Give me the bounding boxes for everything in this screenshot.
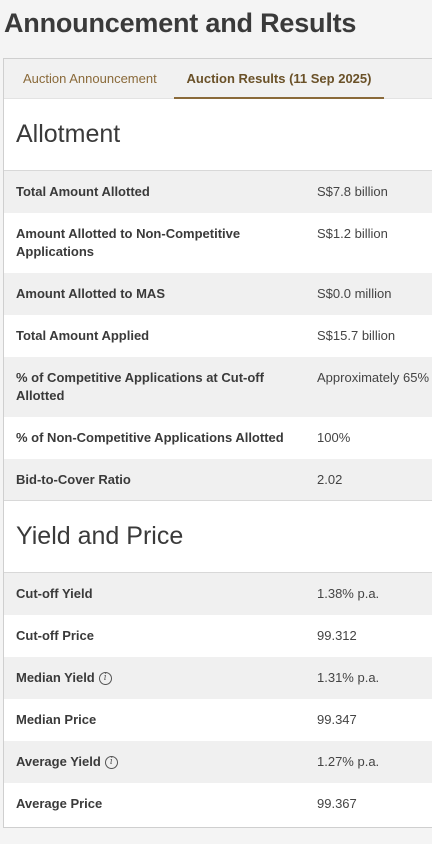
row-value: S$15.7 billion (317, 328, 396, 343)
tab-auction-results[interactable]: Auction Results (11 Sep 2025) (174, 59, 384, 99)
table-row: Total Amount Allotted S$7.8 billion (4, 171, 432, 213)
table-row: % of Competitive Applications at Cut-off… (4, 357, 432, 417)
info-icon[interactable]: i (98, 671, 112, 685)
row-label: Cut-off Price (16, 628, 94, 643)
row-value: 99.367 (317, 796, 357, 811)
row-value: S$7.8 billion (317, 184, 388, 199)
row-label-with-icon: Median Yield i (4, 657, 305, 699)
table-row: Average Yield i 1.27% p.a. (4, 741, 432, 783)
table-row: Median Price 99.347 (4, 699, 432, 741)
table-row: Bid-to-Cover Ratio 2.02 (4, 459, 432, 501)
yield-price-heading: Yield and Price (4, 501, 432, 573)
row-label-with-icon: Average Yield i (4, 741, 305, 783)
row-value: 1.31% p.a. (317, 670, 380, 685)
table-row: % of Non-Competitive Applications Allott… (4, 417, 432, 459)
row-label-text: Average Yield (16, 754, 101, 769)
row-value: S$1.2 billion (317, 226, 388, 241)
row-label: Bid-to-Cover Ratio (16, 471, 131, 487)
table-row: Cut-off Price 99.312 (4, 615, 432, 657)
info-icon[interactable]: i (104, 755, 118, 769)
results-panel: Auction Announcement Auction Results (11… (3, 58, 432, 828)
row-value: 1.27% p.a. (317, 754, 380, 769)
table-row: Median Yield i 1.31% p.a. (4, 657, 432, 699)
allotment-heading: Allotment (4, 99, 432, 171)
page-title: Announcement and Results (4, 8, 357, 38)
table-row: Amount Allotted to MAS S$0.0 million (4, 273, 432, 315)
row-label: Amount Allotted to Non-Competitive Appli… (16, 226, 241, 259)
row-value: 100% (317, 430, 351, 445)
table-row: Amount Allotted to Non-Competitive Appli… (4, 213, 432, 273)
tab-auction-announcement[interactable]: Auction Announcement (23, 71, 157, 86)
row-value: 2.02 (317, 471, 343, 487)
row-label: Total Amount Applied (16, 328, 150, 343)
row-label: Cut-off Yield (16, 586, 93, 601)
row-label-text: Median Yield (16, 670, 95, 685)
row-value: 99.347 (317, 712, 357, 727)
row-value: 99.312 (317, 628, 357, 643)
row-value: 1.38% p.a. (317, 586, 380, 601)
row-label: % of Non-Competitive Applications Allott… (16, 430, 284, 445)
table-row: Total Amount Applied S$15.7 billion (4, 315, 432, 357)
tab-bar: Auction Announcement Auction Results (11… (4, 59, 432, 99)
row-label: Median Price (16, 712, 97, 727)
row-label: Average Price (16, 796, 103, 811)
row-label: % of Competitive Applications at Cut-off… (16, 370, 264, 403)
table-row: Average Price 99.367 (4, 783, 432, 825)
table-row: Cut-off Yield 1.38% p.a. (4, 573, 432, 615)
row-value: Approximately 65% (317, 370, 429, 385)
row-label: Amount Allotted to MAS (16, 286, 165, 301)
row-label: Total Amount Allotted (16, 184, 150, 199)
row-value: S$0.0 million (317, 286, 392, 301)
